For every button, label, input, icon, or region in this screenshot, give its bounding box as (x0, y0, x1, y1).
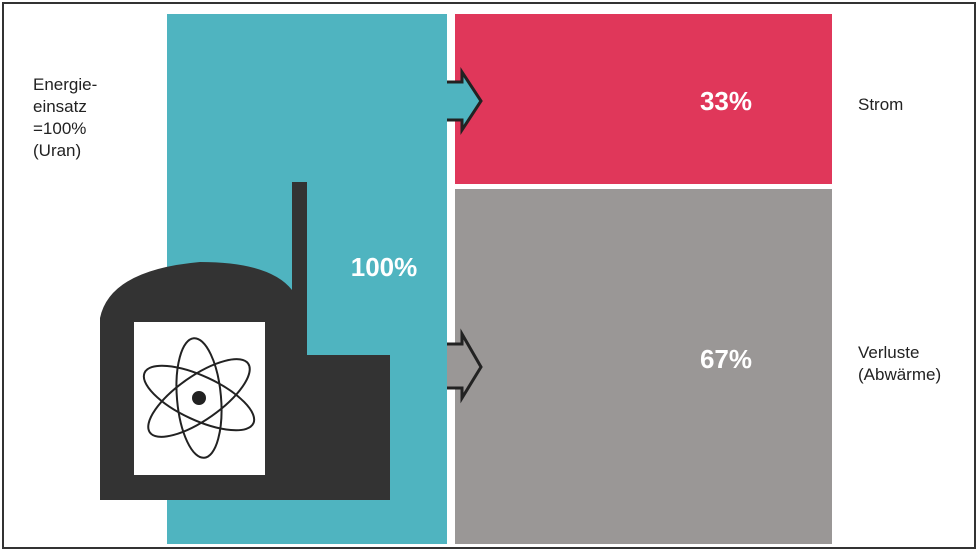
electricity-block (455, 14, 832, 184)
input-label: einsatz (33, 97, 87, 116)
loss-block (455, 189, 832, 544)
output-label: Strom (858, 95, 903, 114)
output-label: (Abwärme) (858, 365, 941, 384)
output-label: Verluste (858, 343, 919, 362)
input-label: (Uran) (33, 141, 81, 160)
input-label: =100% (33, 119, 86, 138)
input-label: Energie- (33, 75, 97, 94)
output-value: 67% (700, 344, 752, 374)
plant-label: 100% (351, 252, 418, 282)
page: Energie-einsatz =100% (Uran) 100% 33% Strom 67… (0, 0, 980, 553)
diagram: Energie-einsatz =100% (Uran) 100% 33% Strom 67… (0, 0, 980, 553)
output-value: 33% (700, 86, 752, 116)
